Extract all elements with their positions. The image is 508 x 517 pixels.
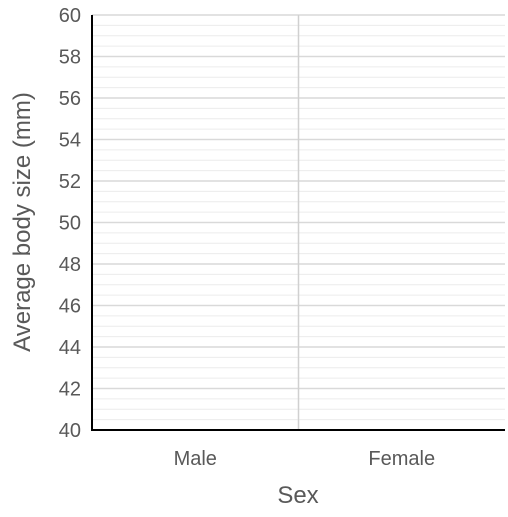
- y-tick-label: 52: [59, 171, 81, 193]
- y-tick-label: 60: [59, 5, 81, 27]
- x-tick-label: Male: [174, 448, 217, 470]
- y-tick-label: 42: [59, 379, 81, 401]
- y-tick-label: 50: [59, 213, 81, 235]
- y-tick-label: 58: [59, 47, 81, 69]
- y-tick-label: 54: [59, 130, 81, 152]
- y-axis-title: Average body size (mm): [9, 92, 36, 352]
- y-tick-label: 48: [59, 254, 81, 276]
- y-tick-label: 40: [59, 420, 81, 442]
- y-tick-labels: 40 42 44 46 48 50 52 54 56 58 60: [59, 5, 81, 442]
- x-tick-labels: Male Female: [174, 448, 436, 470]
- x-axis-title: Sex: [277, 482, 318, 509]
- x-tick-label: Female: [368, 448, 435, 470]
- y-tick-label: 46: [59, 296, 81, 318]
- axes: [91, 15, 505, 431]
- y-tick-label: 56: [59, 88, 81, 110]
- y-tick-label: 44: [59, 337, 81, 359]
